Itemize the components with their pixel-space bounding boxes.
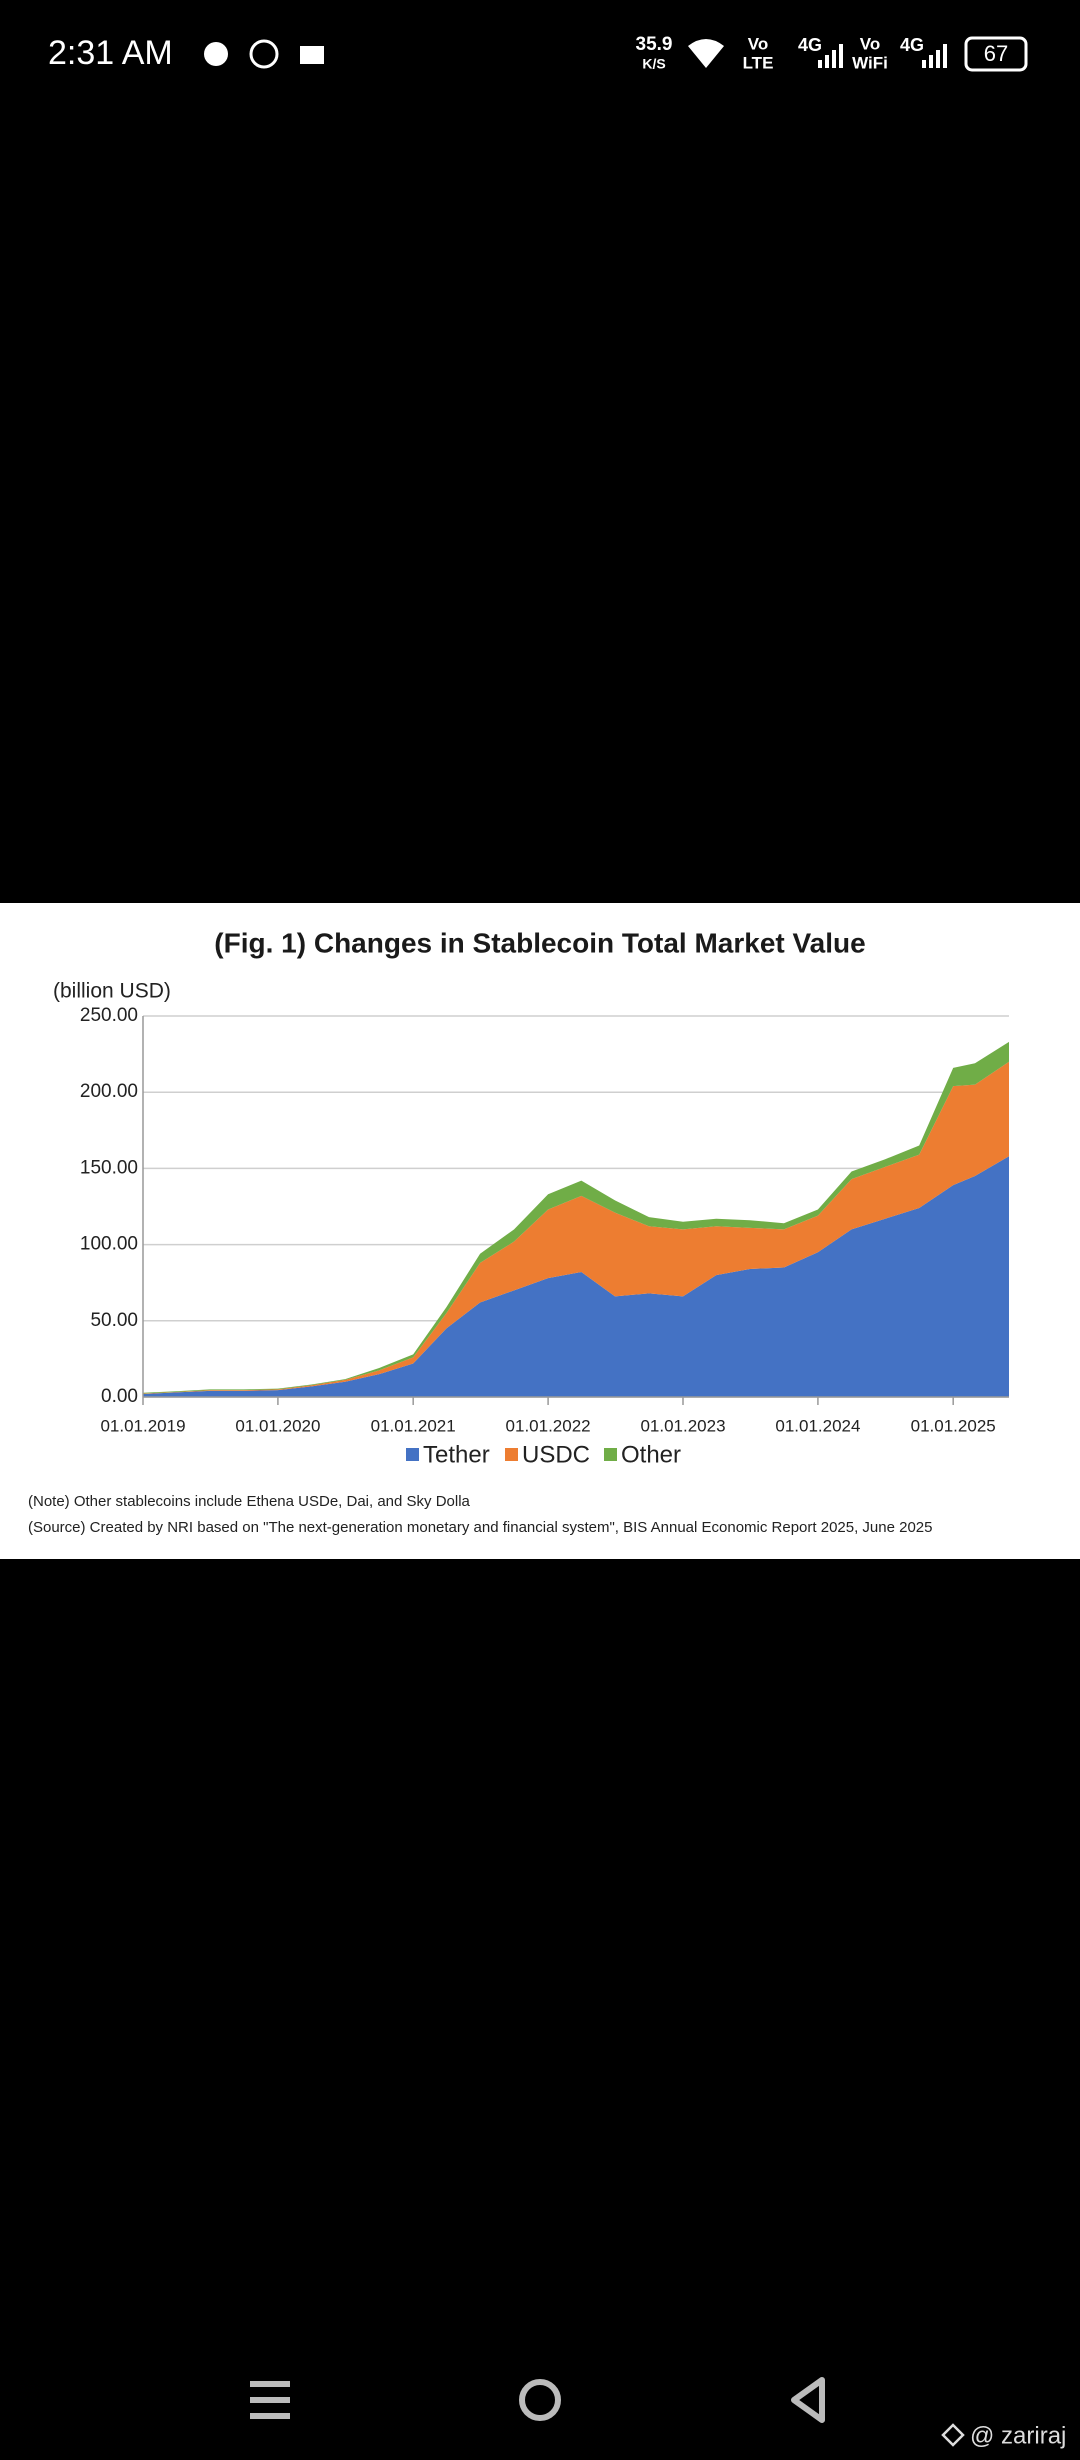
legend-label: Other bbox=[621, 1441, 681, 1468]
net-speed: 35.9 bbox=[636, 34, 673, 55]
y-tick-label: 0.00 bbox=[101, 1386, 138, 1407]
network-type: 4G bbox=[798, 35, 822, 55]
lte-label: LTE bbox=[743, 53, 774, 72]
wifi-label: WiFi bbox=[852, 53, 888, 72]
net-speed-unit: K/S bbox=[642, 56, 665, 72]
x-tick-label: 01.01.2020 bbox=[235, 1416, 320, 1435]
network-type: 4G bbox=[900, 35, 924, 55]
battery-level: 67 bbox=[984, 41, 1008, 66]
signal-icon bbox=[922, 44, 947, 68]
plot: 0.00 50.00 100.00 150.00 200.00 250.00 01.01.2… bbox=[80, 1005, 1009, 1468]
signal-icon bbox=[818, 44, 843, 68]
source-note: (Source) Created by NRI based on "The ne… bbox=[28, 1519, 933, 1536]
nav-bar bbox=[250, 2377, 825, 2423]
clock: 2:31 AM bbox=[48, 34, 173, 72]
y-tick-label: 200.00 bbox=[80, 1081, 138, 1102]
back-button[interactable] bbox=[791, 2377, 825, 2423]
area bbox=[143, 1061, 1009, 1394]
x-tick-label: 01.01.2025 bbox=[911, 1416, 996, 1435]
legend-swatch bbox=[505, 1448, 518, 1461]
y-axis-label: (billion USD) bbox=[53, 980, 171, 1003]
menu-button[interactable] bbox=[250, 2381, 290, 2419]
y-tick-label: 250.00 bbox=[80, 1005, 138, 1026]
legend-label: Tether bbox=[423, 1441, 490, 1468]
x-tick-label: 01.01.2024 bbox=[775, 1416, 860, 1435]
legend-swatch bbox=[406, 1448, 419, 1461]
chart-title: (Fig. 1) Changes in Stablecoin Total Mar… bbox=[214, 927, 865, 958]
volte-label: Vo bbox=[748, 34, 768, 53]
x-tick-label: 01.01.2023 bbox=[640, 1416, 725, 1435]
y-tick-label: 150.00 bbox=[80, 1157, 138, 1178]
x-tick-label: 01.01.2022 bbox=[506, 1416, 591, 1435]
watermark-logo bbox=[941, 2423, 965, 2447]
legend-swatch bbox=[604, 1448, 617, 1461]
y-tick-label: 100.00 bbox=[80, 1234, 138, 1255]
watermark: @ zariraj bbox=[970, 2422, 1066, 2449]
home-button[interactable] bbox=[519, 2379, 561, 2421]
area bbox=[143, 1156, 1009, 1397]
legend-label: USDC bbox=[522, 1441, 590, 1468]
snapchat-icon bbox=[204, 42, 228, 66]
x-tick-label: 01.01.2019 bbox=[100, 1416, 185, 1435]
x-tick-label: 01.01.2021 bbox=[371, 1416, 456, 1435]
y-tick-label: 50.00 bbox=[90, 1310, 138, 1331]
whatsapp-icon bbox=[249, 39, 279, 69]
note: (Note) Other stablecoins include Ethena … bbox=[28, 1493, 471, 1510]
app-icon bbox=[300, 46, 324, 64]
status-bar: 2:31 AM 35.9 K/S Vo LTE 4G Vo WiFi 4G 67 bbox=[48, 34, 1028, 72]
vowifi-label: Vo bbox=[860, 34, 880, 53]
battery-icon bbox=[964, 36, 1028, 72]
wifi-icon bbox=[688, 39, 724, 68]
